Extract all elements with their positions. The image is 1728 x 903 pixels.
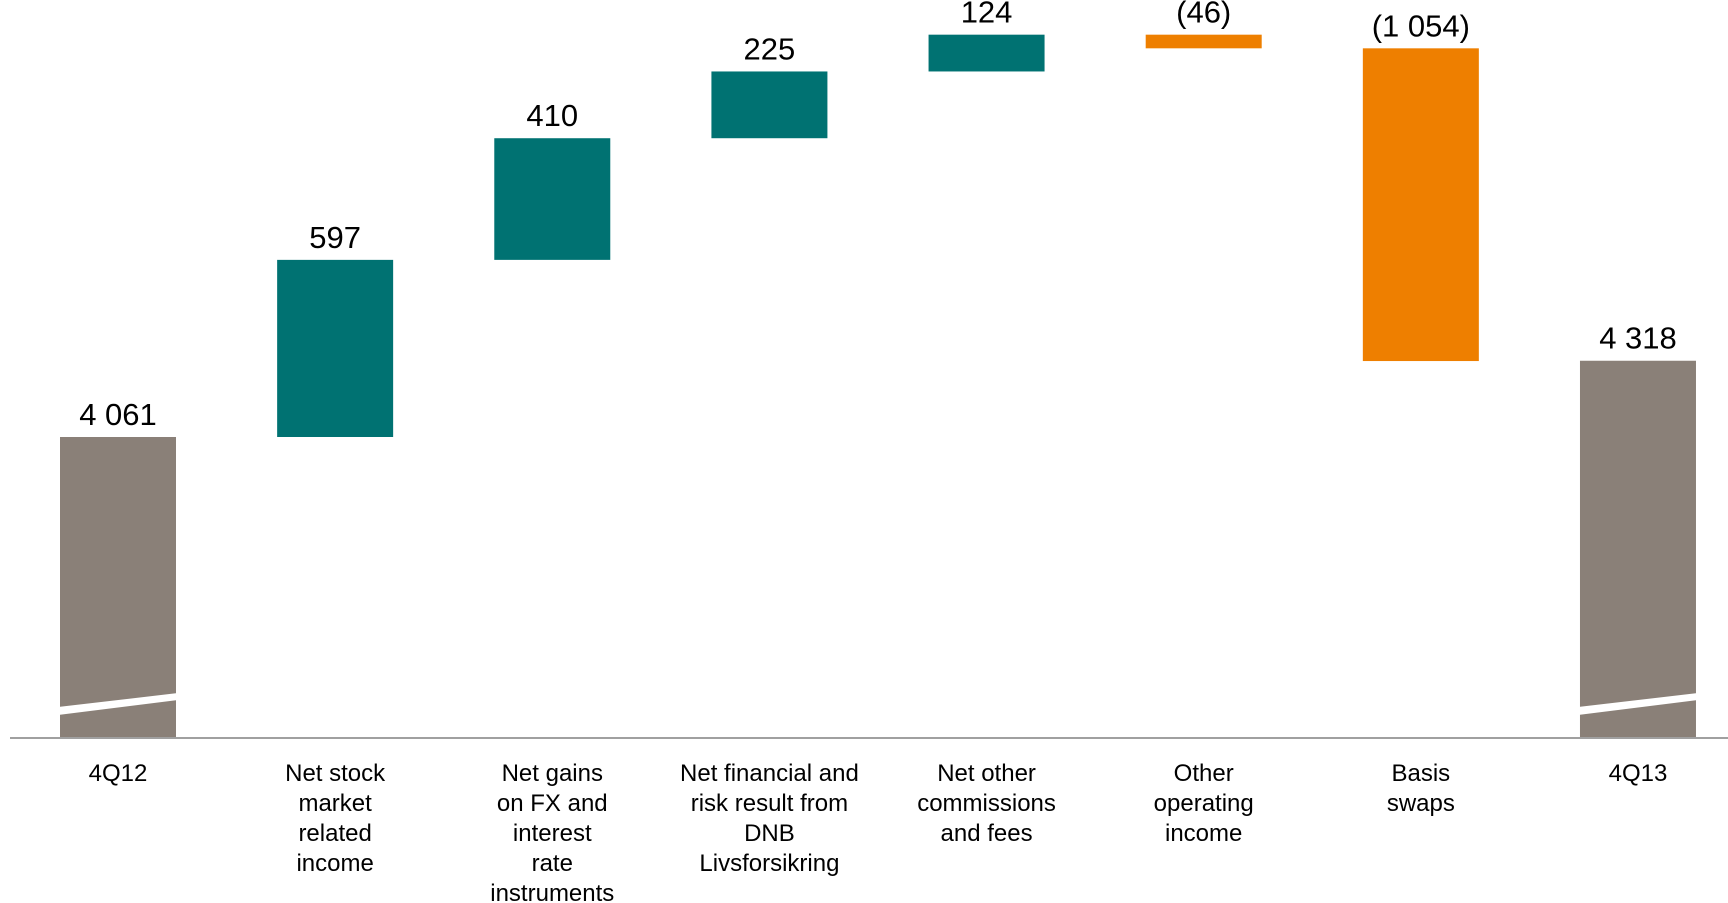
category-label: Net other commissions and fees xyxy=(917,760,1056,847)
category-label-line: Basis xyxy=(1391,760,1450,787)
value-label: 597 xyxy=(309,220,361,255)
category-label-line: commissions xyxy=(917,790,1056,817)
increase-bar-2 xyxy=(494,138,611,260)
category-label-line: 4Q13 xyxy=(1609,760,1668,787)
category-label: Other operating income xyxy=(1154,760,1254,847)
category-label: Basis swaps xyxy=(1387,760,1455,817)
category-label-line: DNB xyxy=(744,820,795,847)
category-label-line: income xyxy=(1165,820,1242,847)
category-label-line: related xyxy=(298,820,371,847)
category-label-line: 4Q12 xyxy=(89,760,148,787)
value-label: (46) xyxy=(1176,0,1231,30)
category-label-line: interest xyxy=(513,820,592,847)
category-label-line: Net stock xyxy=(285,760,386,787)
axis-break-mark xyxy=(1577,693,1698,715)
category-label-line: rate xyxy=(532,850,573,877)
axis-break-mark xyxy=(58,693,178,715)
category-label: 4Q13 xyxy=(1609,760,1668,787)
decrease-bar-6 xyxy=(1362,48,1479,362)
value-label: 4 061 xyxy=(79,397,157,432)
category-labels-group: 4Q12 Net stock market related income Net gain… xyxy=(89,760,1668,903)
decrease-bar-5 xyxy=(1145,34,1262,49)
category-label-line: income xyxy=(296,850,373,877)
category-label-line: and fees xyxy=(941,820,1033,847)
bars-group xyxy=(58,34,1698,738)
category-label-line: risk result from xyxy=(691,790,848,817)
value-label: 124 xyxy=(961,0,1013,30)
value-label: 225 xyxy=(744,31,796,66)
category-label-line: instruments xyxy=(490,880,614,903)
category-label-line: market xyxy=(298,790,372,817)
category-label-line: operating xyxy=(1154,790,1254,817)
value-label: 4 318 xyxy=(1599,321,1677,356)
category-label: Net financial and risk result from DNB Livs… xyxy=(680,760,859,877)
value-label: 410 xyxy=(526,98,578,133)
value-label: (1 054) xyxy=(1372,8,1470,43)
category-label-line: on FX and xyxy=(497,790,608,817)
category-label-line: Livsforsikring xyxy=(699,850,839,877)
category-label-line: Net financial and xyxy=(680,760,859,787)
category-label: Net stock market related income xyxy=(285,760,386,877)
total-bar-start xyxy=(60,437,176,738)
value-labels-group: 4 061 597 410 225 124 (46) (1 054) 4 318 xyxy=(79,0,1677,432)
category-label: Net gains on FX and interest rate instrument… xyxy=(490,760,614,903)
category-label-line: Net gains xyxy=(502,760,603,787)
category-label-line: Net other xyxy=(937,760,1036,787)
category-label-line: swaps xyxy=(1387,790,1455,817)
category-label: 4Q12 xyxy=(89,760,148,787)
category-label-line: Other xyxy=(1174,760,1234,787)
increase-bar-3 xyxy=(711,71,828,139)
increase-bar-4 xyxy=(928,34,1045,72)
total-bar-end xyxy=(1579,360,1696,738)
increase-bar-1 xyxy=(277,259,394,437)
